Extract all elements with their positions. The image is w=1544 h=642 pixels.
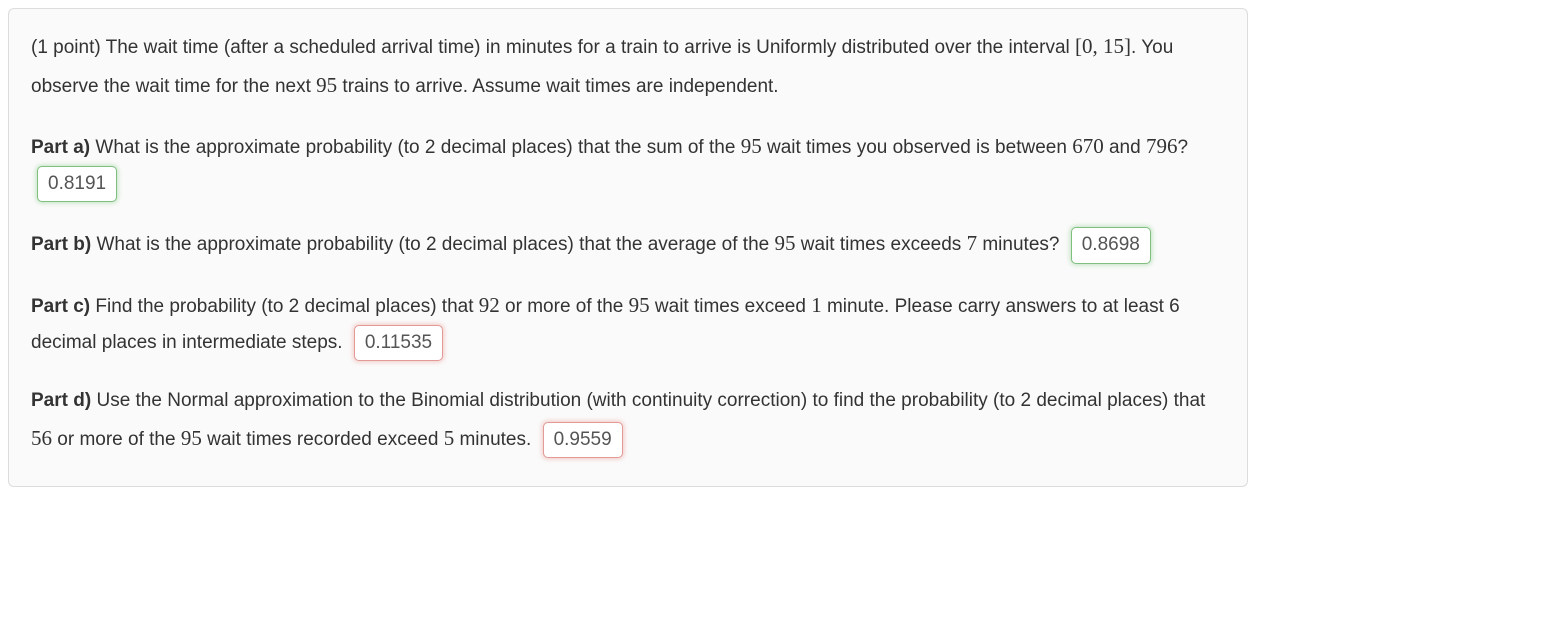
part-c-num-1: 92	[479, 293, 500, 317]
part-c-seg-0: Find the probability (to 2 decimal place…	[90, 296, 479, 317]
part-c-num-3: 1	[811, 293, 822, 317]
part-b-seg-0: What is the approximate probability (to …	[91, 234, 774, 255]
part-a-num-2: 670	[1072, 134, 1104, 158]
part-b-answer-input[interactable]: 0.8698	[1071, 227, 1151, 264]
part-d-seg-2: or more of the	[52, 429, 181, 450]
intro-n-trains: 95	[316, 73, 337, 97]
part-c-answer-input[interactable]: 0.11535	[354, 325, 443, 362]
part-d-seg-6: minutes.	[454, 429, 531, 450]
part-a-seg-2: wait times you observed is between	[762, 137, 1073, 158]
part-d-seg-4: wait times recorded exceed	[202, 429, 444, 450]
intro-interval: [0, 15]	[1075, 34, 1131, 58]
part-a-seg-4: and	[1104, 137, 1146, 158]
problem-intro: (1 point) The wait time (after a schedul…	[31, 27, 1225, 105]
problem-card: (1 point) The wait time (after a schedul…	[8, 8, 1248, 487]
part-a-seg-0: What is the approximate probability (to …	[90, 137, 741, 158]
part-b: Part b) What is the approximate probabil…	[31, 224, 1225, 264]
intro-text-1: (1 point) The wait time (after a schedul…	[31, 37, 1075, 58]
part-a-seg-6: ?	[1177, 137, 1188, 158]
part-d-num-3: 5	[444, 426, 455, 450]
part-a-answer-input[interactable]: 0.8191	[37, 166, 117, 203]
part-b-num-1: 95	[775, 231, 796, 255]
part-c-label: Part c)	[31, 296, 90, 317]
part-d-seg-0: Use the Normal approximation to the Bino…	[91, 390, 1205, 411]
part-b-label: Part b)	[31, 234, 91, 255]
part-d-label: Part d)	[31, 390, 91, 411]
part-b-seg-4: minutes?	[977, 234, 1059, 255]
part-a-num-1: 95	[741, 134, 762, 158]
part-c-seg-2: or more of the	[500, 296, 629, 317]
part-c: Part c) Find the probability (to 2 decim…	[31, 286, 1225, 362]
part-c-seg-4: wait times exceed	[650, 296, 812, 317]
part-b-seg-2: wait times exceeds	[796, 234, 967, 255]
part-a-label: Part a)	[31, 137, 90, 158]
part-d: Part d) Use the Normal approximation to …	[31, 383, 1225, 458]
intro-text-3: trains to arrive. Assume wait times are …	[337, 76, 778, 97]
part-a-num-3: 796	[1146, 134, 1178, 158]
part-b-num-2: 7	[967, 231, 978, 255]
part-d-num-2: 95	[181, 426, 202, 450]
part-c-num-2: 95	[629, 293, 650, 317]
part-a: Part a) What is the approximate probabil…	[31, 127, 1225, 203]
part-d-num-1: 56	[31, 426, 52, 450]
part-d-answer-input[interactable]: 0.9559	[543, 422, 623, 459]
